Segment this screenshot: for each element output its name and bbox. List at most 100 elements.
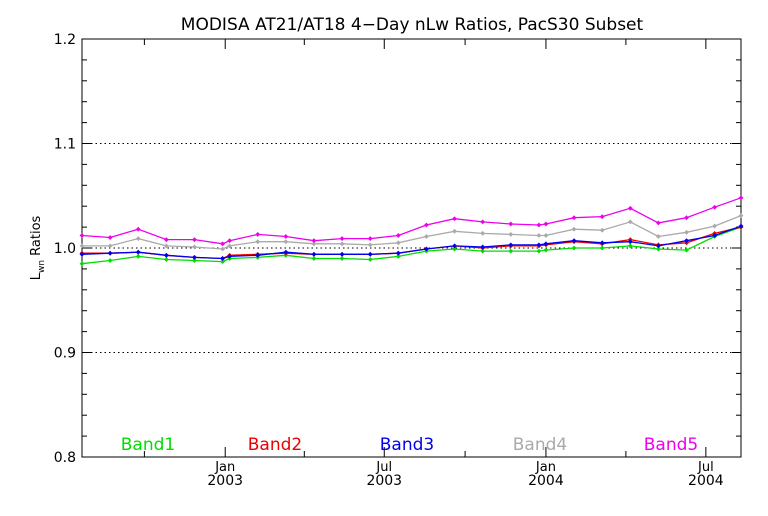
data-point-band3 (135, 249, 141, 255)
x-tick-label-month: Jul (697, 460, 714, 475)
series-line-band4 (82, 214, 742, 250)
data-point-band3 (571, 238, 577, 244)
y-tick-label: 1.0 (54, 241, 76, 257)
data-point-band5 (627, 205, 633, 211)
data-point-band4 (627, 219, 633, 225)
data-point-band3 (163, 252, 169, 258)
data-point-band4 (311, 241, 317, 247)
data-point-band3 (684, 238, 689, 244)
data-point-band4 (738, 213, 744, 219)
x-tick-label-month: Jul (375, 460, 392, 475)
y-axis-label-main: L (29, 272, 44, 280)
x-tick-label-year: 2003 (366, 473, 402, 489)
data-point-band5 (135, 226, 141, 232)
data-point-band4 (339, 241, 345, 247)
data-point-band5 (738, 195, 744, 201)
data-point-band3 (311, 251, 317, 257)
data-point-band1 (655, 246, 661, 252)
data-point-band1 (571, 245, 577, 251)
data-point-band4 (655, 234, 661, 239)
series-line-band3 (81, 225, 742, 260)
legend-entry-band3: Band3 (380, 435, 434, 455)
data-point-band5 (424, 222, 429, 228)
data-point-band5 (395, 233, 401, 238)
data-point-band4 (220, 246, 226, 252)
data-point-band3 (536, 242, 542, 248)
data-point-band1 (220, 259, 226, 265)
data-point-band5 (107, 235, 113, 240)
data-point-band1 (684, 247, 689, 253)
data-point-band1 (79, 261, 85, 267)
x-tick-label-year: 2004 (528, 473, 564, 489)
x-tick-label-month: Jan (214, 460, 235, 475)
data-point-band4 (192, 244, 197, 250)
data-point-band5 (79, 233, 85, 238)
y-tick-label: 1.2 (54, 32, 76, 48)
data-point-band5 (599, 214, 605, 220)
data-point-band3 (220, 256, 226, 261)
data-point-band3 (255, 252, 261, 258)
y-axis-label: Lwn Ratios (29, 215, 47, 280)
data-point-band5 (655, 220, 661, 226)
data-point-band4 (599, 227, 605, 233)
x-tick-label-year: 2003 (207, 473, 243, 489)
data-point-band1 (395, 253, 401, 259)
data-point-band3 (655, 243, 661, 249)
data-point-band1 (367, 257, 373, 262)
data-point-band3 (367, 251, 373, 257)
y-axis-label-subscript: wn (37, 260, 47, 273)
data-point-band4 (135, 236, 141, 242)
data-point-band4 (712, 223, 718, 229)
data-point-band4 (508, 231, 514, 237)
data-point-band5 (367, 236, 373, 242)
data-point-band5 (684, 215, 689, 221)
data-point-band5 (712, 204, 718, 210)
data-point-band3 (192, 254, 197, 260)
data-point-band4 (480, 230, 486, 236)
data-point-band4 (227, 243, 233, 249)
data-point-band5 (192, 237, 197, 243)
data-point-band3 (543, 241, 549, 247)
data-point-band1 (192, 258, 197, 263)
data-point-band5 (536, 222, 542, 228)
data-point-band1 (480, 248, 486, 254)
data-point-band5 (220, 241, 226, 247)
data-point-band3 (738, 223, 744, 229)
data-point-band3 (627, 239, 633, 245)
y-tick-label: 0.9 (54, 346, 76, 362)
data-point-band1 (599, 245, 605, 251)
data-point-band3 (339, 251, 345, 257)
y-axis-label-tail: Ratios (29, 215, 44, 260)
data-point-band4 (452, 228, 457, 234)
data-point-band3 (599, 240, 605, 246)
x-tick-label-month: Jan (535, 460, 556, 475)
data-point-band3 (508, 242, 514, 248)
x-tick-label-year: 2004 (688, 473, 724, 489)
data-point-band5 (311, 238, 317, 244)
data-point-band3 (283, 249, 289, 255)
data-point-band5 (227, 238, 233, 244)
data-point-band4 (283, 239, 289, 245)
data-point-band1 (536, 248, 542, 254)
data-point-band5 (571, 215, 577, 221)
data-point-band1 (452, 246, 457, 252)
data-point-band1 (163, 257, 169, 262)
data-point-band5 (339, 236, 345, 242)
legend-entry-band2: Band2 (248, 435, 302, 455)
data-point-band4 (107, 243, 113, 249)
data-point-band1 (135, 253, 141, 259)
legend-entry-band5: Band5 (644, 435, 698, 455)
data-point-band5 (163, 237, 169, 243)
data-point-band1 (627, 243, 633, 249)
data-point-band4 (79, 243, 85, 249)
data-point-band3 (452, 243, 457, 249)
data-point-band1 (107, 258, 113, 263)
data-point-band4 (163, 243, 169, 249)
data-point-band4 (571, 226, 577, 232)
legend-entry-band1: Band1 (121, 435, 175, 455)
data-point-band5 (283, 234, 289, 239)
data-point-band1 (339, 256, 345, 261)
y-tick-label: 0.8 (54, 450, 76, 466)
